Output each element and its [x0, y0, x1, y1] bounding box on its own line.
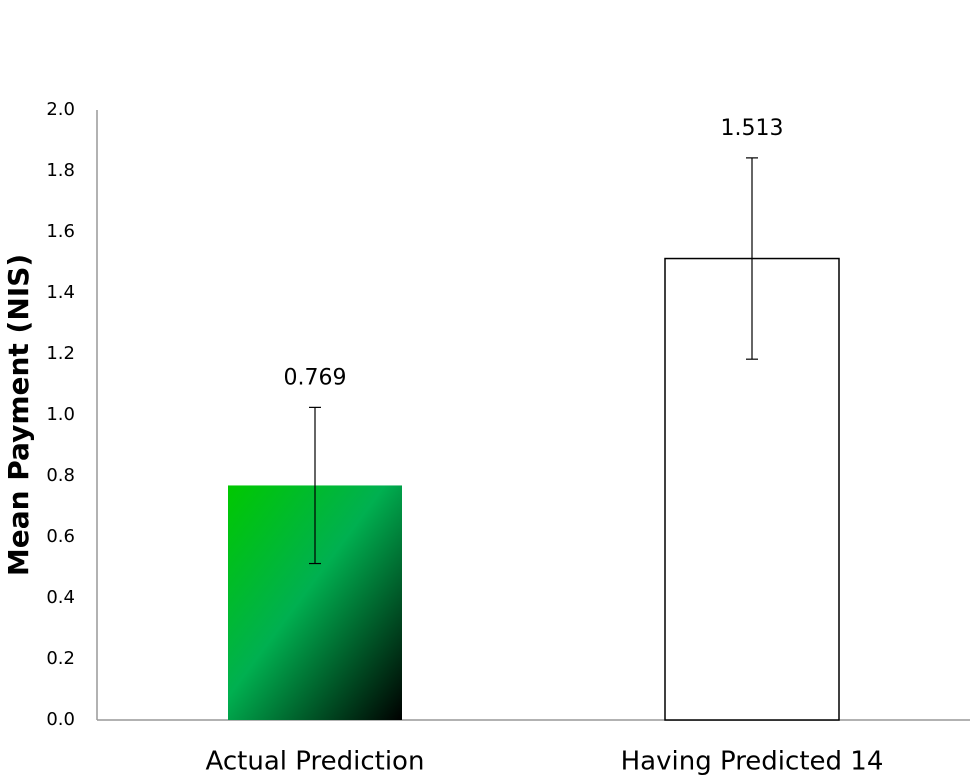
y-tick-label: 2.0	[46, 99, 75, 120]
y-tick-label: 0.2	[46, 648, 75, 669]
y-tick-label: 1.6	[46, 221, 75, 242]
x-tick-label: Actual Prediction	[206, 747, 425, 777]
value-label: 1.513	[721, 116, 784, 141]
y-tick-label: 0.0	[46, 709, 75, 730]
y-tick-label: 1.4	[46, 282, 75, 303]
y-tick-label: 1.0	[46, 404, 75, 425]
value-label: 0.769	[284, 365, 347, 390]
y-tick-label: 1.2	[46, 343, 75, 364]
y-tick-label: 1.8	[46, 160, 75, 181]
y-tick-label: 0.8	[46, 465, 75, 486]
y-tick-label: 0.6	[46, 526, 75, 547]
x-tick-label: Having Predicted 14	[621, 747, 884, 777]
y-axis-label: Mean Payment (NIS)	[2, 254, 35, 576]
y-tick-label: 0.4	[46, 587, 75, 608]
